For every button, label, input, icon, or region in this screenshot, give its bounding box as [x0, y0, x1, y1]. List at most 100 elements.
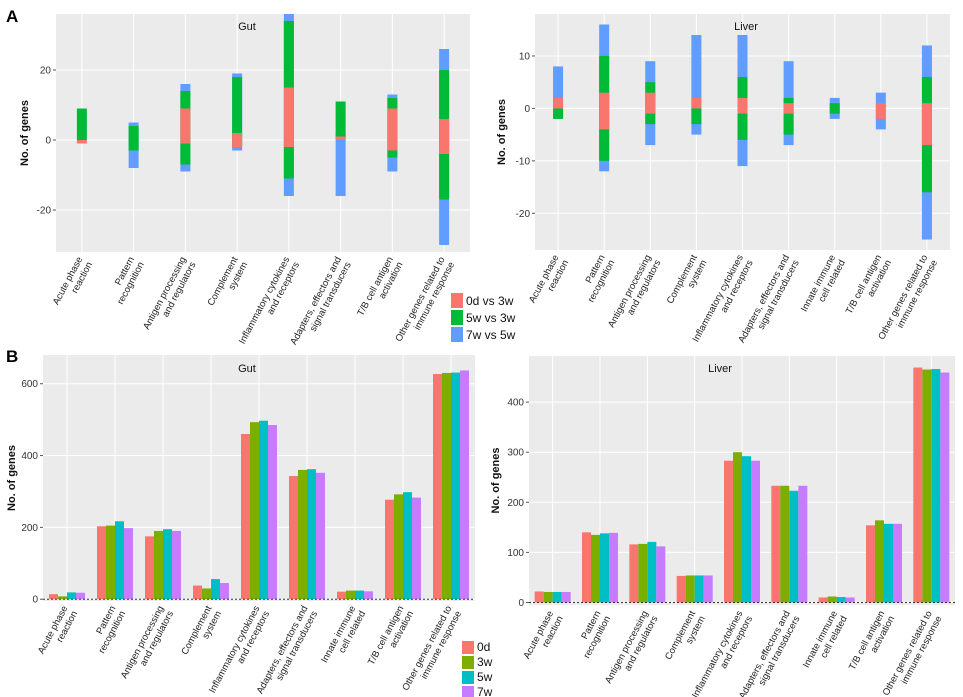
bar: [337, 591, 346, 600]
panel-label-a: A: [6, 7, 18, 26]
category-label: T/B cell antigenactivation: [366, 604, 416, 672]
bar: [703, 575, 713, 603]
y-axis-label: No. of genes: [496, 99, 508, 165]
category-label: Antigen processingand regulators: [119, 604, 176, 686]
category-label: Complementsystem: [206, 255, 251, 313]
bar: [771, 485, 781, 603]
bar: [58, 596, 67, 600]
bar: [818, 597, 828, 603]
bar-range: [875, 103, 886, 119]
bar: [289, 476, 298, 600]
y-tick-label: 0: [45, 136, 51, 147]
y-tick-label: -20: [37, 206, 52, 217]
y-tick-label: 600: [21, 379, 38, 390]
bar: [582, 532, 591, 603]
bar: [76, 592, 85, 600]
y-tick-label: 0: [32, 595, 38, 606]
bar-range: [783, 103, 794, 114]
category-label: Acute phasereaction: [51, 255, 95, 312]
bar: [552, 591, 562, 603]
bar: [866, 525, 875, 603]
legend-swatch: [462, 671, 474, 684]
bar: [629, 544, 639, 603]
y-axis-label: No. of genes: [490, 447, 502, 513]
bar-range: [691, 34, 702, 135]
y-tick-label: 0: [518, 598, 524, 609]
bar-range: [921, 103, 932, 146]
chart-title: Liver: [734, 21, 758, 33]
bar: [364, 591, 373, 600]
panel-label-b: B: [6, 347, 18, 366]
bar: [913, 367, 923, 603]
bar: [656, 546, 666, 603]
legend-label: 5w: [477, 670, 493, 684]
bar: [543, 591, 553, 603]
legend-swatch: [451, 327, 463, 342]
chart-4: 0 100 200 300 400 Liver No. of genes Acute phas…: [490, 356, 955, 697]
bar-range: [232, 133, 243, 147]
bar: [259, 420, 268, 600]
bar: [403, 492, 412, 600]
bar: [49, 594, 58, 600]
category-label: Complementsystem: [665, 253, 710, 311]
category-label: Acute phasereaction: [36, 604, 80, 661]
bar: [600, 533, 609, 603]
bar: [211, 579, 220, 600]
bar: [893, 523, 902, 603]
chart-1: -20 0 20 Gut No. of genes Acute phasereaction…: [19, 14, 516, 347]
bar: [145, 536, 154, 600]
legend-swatch: [451, 293, 463, 308]
bar-range: [128, 126, 139, 151]
bar: [591, 534, 600, 603]
bar: [733, 452, 742, 603]
legend-swatch: [451, 310, 463, 325]
category-label: T/B cell antigenactivation: [355, 255, 405, 323]
bar: [742, 456, 751, 603]
bar: [241, 434, 250, 600]
bar: [931, 369, 941, 603]
legend-swatch: [462, 656, 474, 669]
y-tick-label: 20: [40, 66, 52, 77]
bar: [751, 460, 760, 603]
legend-label: 0d: [477, 640, 490, 654]
category-label: Acute phasereaction: [522, 609, 566, 666]
bar-range: [553, 66, 564, 119]
y-tick-label: 0: [524, 104, 530, 115]
bar: [685, 575, 695, 603]
bar: [412, 497, 421, 600]
category-label: Patternrecognition: [572, 609, 613, 660]
bar: [172, 530, 181, 600]
bar: [534, 591, 544, 603]
bar: [875, 520, 884, 603]
category-label: T/B cell antigenactivation: [844, 253, 894, 321]
legend-swatch: [462, 641, 474, 654]
bar: [316, 472, 325, 600]
bar-range: [76, 140, 87, 144]
category-label: T/B cell antigenactivation: [847, 609, 897, 677]
bar-range: [283, 87, 294, 147]
bar: [106, 525, 115, 600]
bar: [694, 575, 704, 603]
category-label: Complementsystem: [663, 609, 708, 667]
bar: [124, 528, 133, 600]
bar-range: [553, 108, 564, 119]
y-tick-label: 400: [21, 451, 38, 462]
bar: [789, 490, 799, 603]
bar: [115, 521, 124, 600]
bar-range: [335, 101, 346, 140]
y-tick-label: 400: [507, 398, 524, 409]
charts-layer: -20 0 20 Gut No. of genes Acute phasereaction…: [6, 14, 955, 697]
bar: [460, 370, 469, 600]
bar: [97, 526, 106, 600]
bar-range: [691, 108, 702, 125]
y-tick-label: 200: [507, 498, 524, 509]
y-axis-label: No. of genes: [6, 445, 18, 511]
bar: [561, 591, 571, 603]
category-label: Acute phasereaction: [527, 253, 571, 310]
bar: [193, 585, 202, 600]
category-label: Patternrecognition: [106, 255, 147, 306]
chart-title: Gut: [238, 363, 256, 375]
bar-range: [599, 92, 610, 130]
bar-range: [335, 136, 346, 140]
